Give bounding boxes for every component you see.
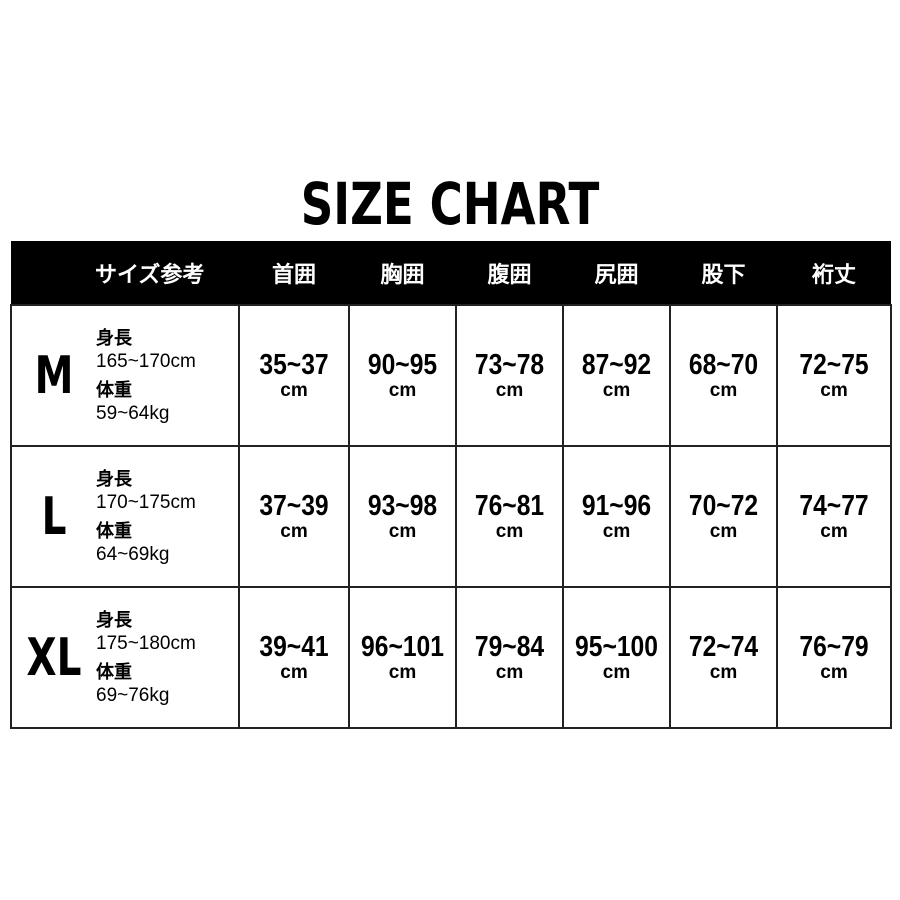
height-value: 170~175cm — [96, 491, 196, 513]
unit-label: cm — [709, 661, 738, 683]
weight-value: 59~64kg — [96, 402, 170, 424]
measurement-range: 90~95 — [367, 348, 438, 381]
header-sleeve: 裄丈 — [777, 241, 891, 305]
unit-label: cm — [602, 661, 631, 683]
unit-label: cm — [388, 520, 417, 542]
measurement-cell: 37~39 cm — [238, 445, 350, 588]
weight-value: 69~76kg — [96, 684, 170, 706]
size-label: M — [34, 345, 74, 406]
measurement-range: 96~101 — [361, 630, 444, 663]
measurement-cell: 76~79 cm — [776, 586, 892, 729]
unit-label: cm — [280, 661, 308, 683]
table-row: XL 身長 175~180cm 体重 69~76kg 39~41 cm 96~101… — [10, 586, 892, 729]
unit-label: cm — [495, 379, 524, 401]
measurement-range: 73~78 — [474, 348, 545, 381]
measurement-cell: 73~78 cm — [455, 304, 564, 447]
measurement-range: 91~96 — [581, 489, 652, 522]
unit-label: cm — [602, 520, 631, 542]
header-row: サイズ参考 首囲 胸囲 腹囲 尻囲 股下 裄丈 — [11, 241, 891, 305]
header-inseam: 股下 — [670, 241, 777, 305]
unit-label: cm — [709, 520, 738, 542]
table-row: L 身長 170~175cm 体重 64~69kg 37~39 cm 93~98 cm… — [10, 445, 892, 588]
measurement-range: 76~79 — [799, 630, 869, 663]
unit-label: cm — [280, 379, 308, 401]
measurement-cell: 68~70 cm — [669, 304, 778, 447]
measurement-range: 35~37 — [259, 348, 329, 381]
header-hip: 尻囲 — [563, 241, 670, 305]
measurement-cell: 87~92 cm — [562, 304, 671, 447]
size-reference-cell: M 身長 165~170cm 体重 59~64kg — [10, 304, 240, 447]
weight-label: 体重 — [96, 520, 132, 541]
measurement-range: 95~100 — [575, 630, 658, 663]
measurement-range: 70~72 — [688, 489, 759, 522]
header-chest: 胸囲 — [349, 241, 456, 305]
unit-label: cm — [709, 379, 738, 401]
measurement-range: 37~39 — [259, 489, 329, 522]
weight-value: 64~69kg — [96, 543, 170, 565]
unit-label: cm — [820, 520, 848, 542]
header-size-reference: サイズ参考 — [11, 241, 239, 305]
height-label: 身長 — [96, 609, 132, 630]
measurement-range: 72~75 — [799, 348, 869, 381]
unit-label: cm — [388, 379, 417, 401]
unit-label: cm — [495, 520, 524, 542]
height-value: 175~180cm — [96, 632, 196, 654]
measurement-cell: 76~81 cm — [455, 445, 564, 588]
measurement-cell: 70~72 cm — [669, 445, 778, 588]
height-label: 身長 — [96, 468, 132, 489]
measurement-range: 93~98 — [367, 489, 438, 522]
measurement-range: 68~70 — [688, 348, 759, 381]
unit-label: cm — [602, 379, 631, 401]
measurement-cell: 95~100 cm — [562, 586, 671, 729]
size-label: XL — [26, 627, 82, 688]
table-row: M 身長 165~170cm 体重 59~64kg 35~37 cm 90~95 cm… — [10, 304, 892, 447]
measurement-range: 79~84 — [474, 630, 545, 663]
measurement-cell: 74~77 cm — [776, 445, 892, 588]
measurement-cell: 39~41 cm — [238, 586, 350, 729]
header-neck: 首囲 — [239, 241, 349, 305]
weight-label: 体重 — [96, 661, 132, 682]
header-waist: 腹囲 — [456, 241, 563, 305]
size-label: L — [41, 486, 67, 547]
measurement-range: 87~92 — [581, 348, 652, 381]
measurement-cell: 91~96 cm — [562, 445, 671, 588]
measurement-cell: 96~101 cm — [348, 586, 457, 729]
measurement-range: 72~74 — [688, 630, 759, 663]
page-title: SIZE CHART — [300, 170, 600, 238]
unit-label: cm — [820, 379, 848, 401]
size-table: サイズ参考 首囲 胸囲 腹囲 尻囲 股下 裄丈 M 身長 165~170cm 体… — [10, 241, 892, 729]
unit-label: cm — [388, 661, 417, 683]
measurement-range: 76~81 — [474, 489, 545, 522]
measurement-cell: 79~84 cm — [455, 586, 564, 729]
measurement-cell: 35~37 cm — [238, 304, 350, 447]
weight-label: 体重 — [96, 379, 132, 400]
unit-label: cm — [280, 520, 308, 542]
measurement-cell: 72~75 cm — [776, 304, 892, 447]
size-reference-cell: XL 身長 175~180cm 体重 69~76kg — [10, 586, 240, 729]
measurement-cell: 72~74 cm — [669, 586, 778, 729]
measurement-range: 74~77 — [799, 489, 869, 522]
measurement-cell: 93~98 cm — [348, 445, 457, 588]
measurement-cell: 90~95 cm — [348, 304, 457, 447]
height-value: 165~170cm — [96, 350, 196, 372]
unit-label: cm — [495, 661, 524, 683]
unit-label: cm — [820, 661, 848, 683]
height-label: 身長 — [96, 327, 132, 348]
size-reference-cell: L 身長 170~175cm 体重 64~69kg — [10, 445, 240, 588]
measurement-range: 39~41 — [259, 630, 329, 663]
